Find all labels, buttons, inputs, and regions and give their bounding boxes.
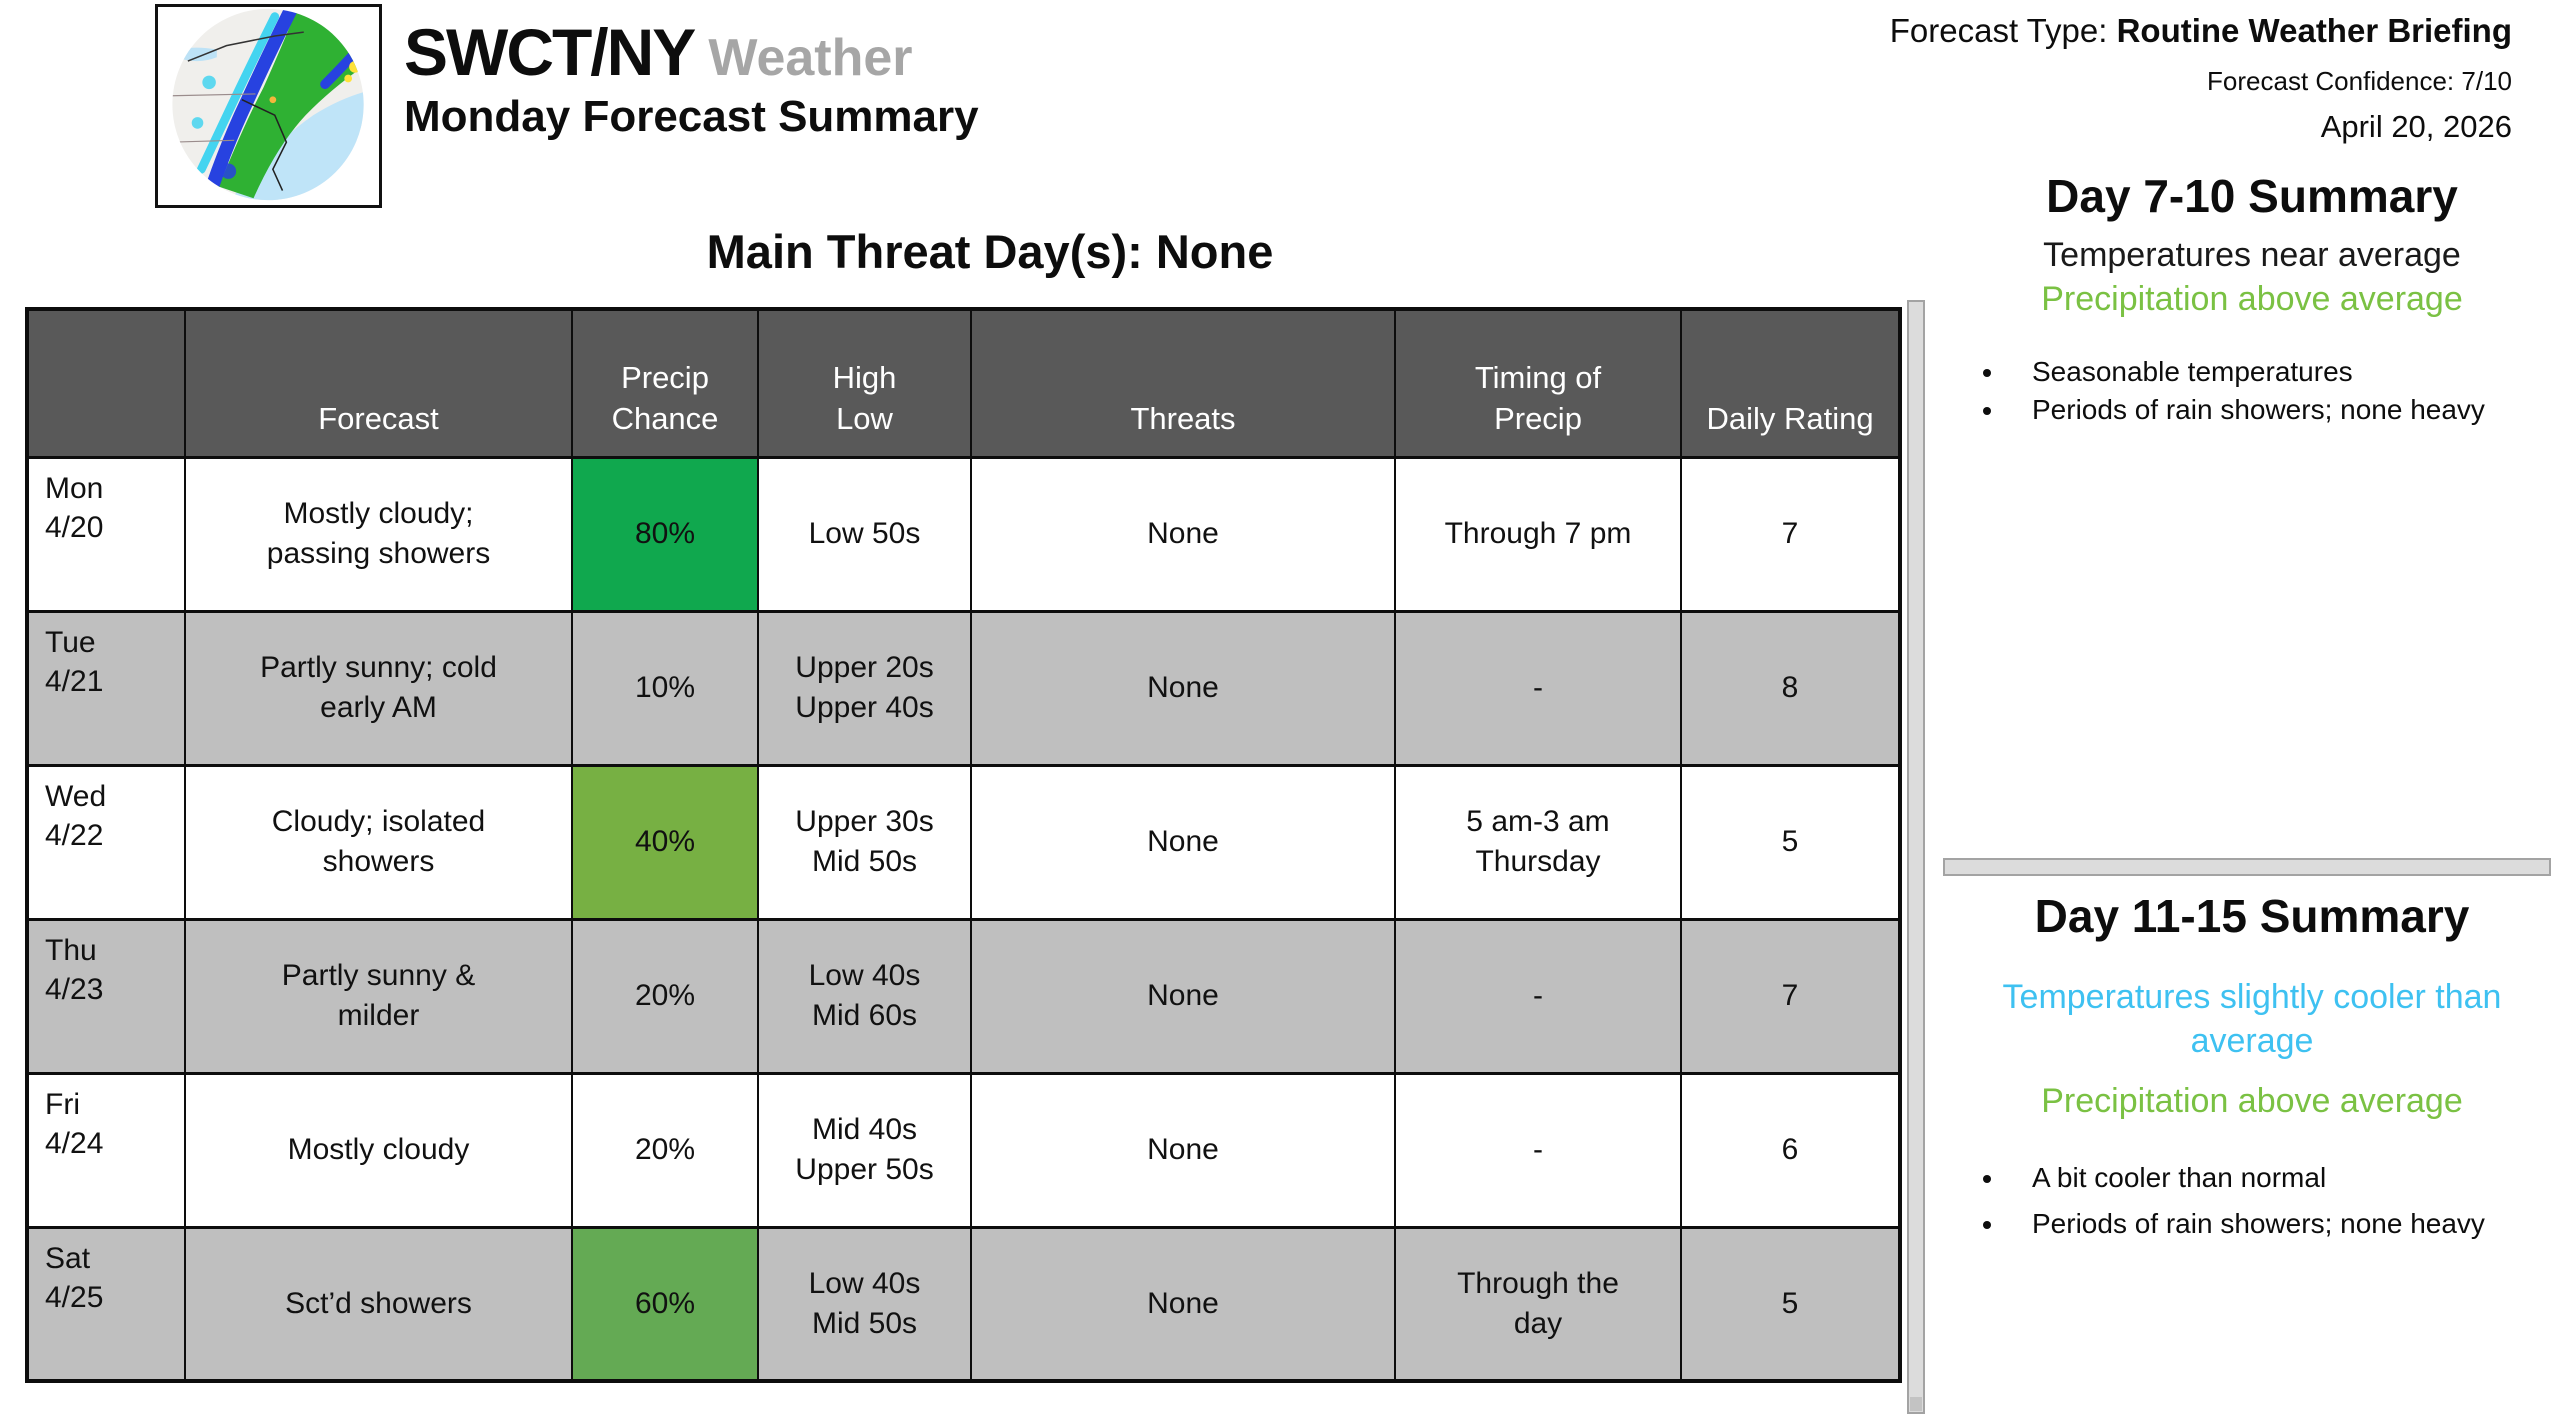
column-header-daily-rating: Daily Rating — [1680, 308, 1901, 458]
timing-cell: 5 am-3 am Thursday — [1394, 764, 1682, 920]
brand-suffix: Weather — [708, 29, 913, 87]
horizontal-divider-bar — [1943, 858, 2551, 876]
forecast-type-line: Forecast Type: Routine Weather Briefing — [1890, 12, 2512, 50]
slide-title: Monday Forecast Summary — [404, 92, 979, 141]
summary-bullet: Periods of rain showers; none heavy — [2006, 391, 2554, 429]
forecast-type-label: Forecast Type: — [1889, 12, 2108, 49]
forecast-table-row: Tue 4/21 Partly sunny; cold early AM 10%… — [26, 610, 1901, 766]
high-low-cell: Upper 30s Mid 50s — [757, 764, 972, 920]
precip-chance-cell: 20% — [571, 1072, 759, 1228]
threats-cell: None — [970, 1072, 1396, 1228]
header-row: Forecast Precip Chance High Low Threats … — [26, 308, 1901, 458]
forecast-date: April 20, 2026 — [2320, 109, 2512, 144]
day-cell: Tue 4/21 — [26, 610, 186, 766]
high-low-cell: Mid 40s Upper 50s — [757, 1072, 972, 1228]
day-cell: Wed 4/22 — [26, 764, 186, 920]
forecast-cell: Partly sunny; cold early AM — [184, 610, 573, 766]
radar-map-image — [172, 8, 364, 201]
day7-10-title: Day 7-10 Summary — [2046, 170, 2458, 222]
summary-bullet: A bit cooler than normal — [2006, 1155, 2554, 1201]
forecast-table-row: Thu 4/23 Partly sunny & milder 20% Low 4… — [26, 918, 1901, 1074]
forecast-confidence: Forecast Confidence: 7/10 — [2207, 66, 2512, 96]
threats-cell: None — [970, 918, 1396, 1074]
precip-chance-cell: 10% — [571, 610, 759, 766]
vertical-scrollbar-thumb[interactable] — [1910, 1397, 1922, 1411]
day11-15-title: Day 11-15 Summary — [2034, 890, 2470, 942]
forecast-table-row: Fri 4/24 Mostly cloudy 20% Mid 40s Upper… — [26, 1072, 1901, 1228]
timing-cell: Through the day — [1394, 1226, 1682, 1382]
brand-name: SWCT/NY — [404, 15, 696, 89]
brand-logo-box — [155, 4, 382, 208]
brand-line: SWCT/NY Weather — [404, 14, 913, 90]
summary-bullet: Periods of rain showers; none heavy — [2006, 1201, 2554, 1247]
forecast-type-value: Routine Weather Briefing — [2116, 12, 2512, 49]
precip-chance-cell: 40% — [571, 764, 759, 920]
forecast-table-header: Forecast Precip Chance High Low Threats … — [26, 308, 1901, 458]
column-header-precip-chance: Precip Chance — [571, 308, 759, 458]
day-cell: Sat 4/25 — [26, 1226, 186, 1382]
precip-chance-cell: 20% — [571, 918, 759, 1074]
summary-bullet: Seasonable temperatures — [2006, 353, 2554, 391]
column-header-timing: Timing of Precip — [1394, 308, 1682, 458]
timing-cell: Through 7 pm — [1394, 456, 1682, 612]
precip-chance-cell: 60% — [571, 1226, 759, 1382]
forecast-table-row: Wed 4/22 Cloudy; isolated showers 40% Up… — [26, 764, 1901, 920]
day7-10-summary: Day 7-10 Summary Temperatures near avera… — [1950, 170, 2554, 429]
column-header-day — [26, 308, 186, 458]
meta-block: Forecast Type: Routine Weather Briefing … — [1890, 12, 2512, 145]
rating-cell: 7 — [1680, 918, 1901, 1074]
day-cell: Mon 4/20 — [26, 456, 186, 612]
rating-cell: 5 — [1680, 764, 1901, 920]
forecast-table: Forecast Precip Chance High Low Threats … — [25, 307, 1902, 1383]
rating-cell: 5 — [1680, 1226, 1901, 1382]
day-cell: Fri 4/24 — [26, 1072, 186, 1228]
threats-cell: None — [970, 764, 1396, 920]
column-header-forecast: Forecast — [184, 308, 573, 458]
day11-15-summary: Day 11-15 Summary Temperatures slightly … — [1950, 890, 2554, 1247]
day7-10-temps-line: Temperatures near average — [2043, 235, 2461, 274]
threats-cell: None — [970, 1226, 1396, 1382]
timing-cell: - — [1394, 1072, 1682, 1228]
forecast-cell: Partly sunny & milder — [184, 918, 573, 1074]
forecast-cell: Mostly cloudy; passing showers — [184, 456, 573, 612]
high-low-cell: Low 40s Mid 50s — [757, 1226, 972, 1382]
vertical-scrollbar[interactable] — [1907, 300, 1925, 1414]
precip-chance-cell: 80% — [571, 456, 759, 612]
day-cell: Thu 4/23 — [26, 918, 186, 1074]
day11-15-precip-line: Precipitation above average — [2041, 1082, 2463, 1121]
day11-15-bullet-list: A bit cooler than normalPeriods of rain … — [1950, 1155, 2554, 1247]
forecast-table-row: Mon 4/20 Mostly cloudy; passing showers … — [26, 456, 1901, 612]
column-header-threats: Threats — [970, 308, 1396, 458]
threats-cell: None — [970, 610, 1396, 766]
high-low-cell: Low 40s Mid 60s — [757, 918, 972, 1074]
forecast-table-body: Mon 4/20 Mostly cloudy; passing showers … — [26, 456, 1901, 1382]
day11-15-temps-line: Temperatures slightly cooler than averag… — [2002, 977, 2502, 1061]
threats-cell: None — [970, 456, 1396, 612]
high-low-cell: Upper 20s Upper 40s — [757, 610, 972, 766]
high-low-cell: Low 50s — [757, 456, 972, 612]
main-threat-heading: Main Threat Day(s): None — [706, 225, 1274, 278]
forecast-cell: Cloudy; isolated showers — [184, 764, 573, 920]
forecast-table-row: Sat 4/25 Sct’d showers 60% Low 40s Mid 5… — [26, 1226, 1901, 1382]
rating-cell: 6 — [1680, 1072, 1901, 1228]
day7-10-precip-line: Precipitation above average — [2041, 280, 2463, 319]
column-header-high-low: High Low — [757, 308, 972, 458]
forecast-cell: Sct’d showers — [184, 1226, 573, 1382]
timing-cell: - — [1394, 918, 1682, 1074]
rating-cell: 8 — [1680, 610, 1901, 766]
rating-cell: 7 — [1680, 456, 1901, 612]
timing-cell: - — [1394, 610, 1682, 766]
day7-10-bullet-list: Seasonable temperaturesPeriods of rain s… — [1950, 353, 2554, 429]
forecast-cell: Mostly cloudy — [184, 1072, 573, 1228]
